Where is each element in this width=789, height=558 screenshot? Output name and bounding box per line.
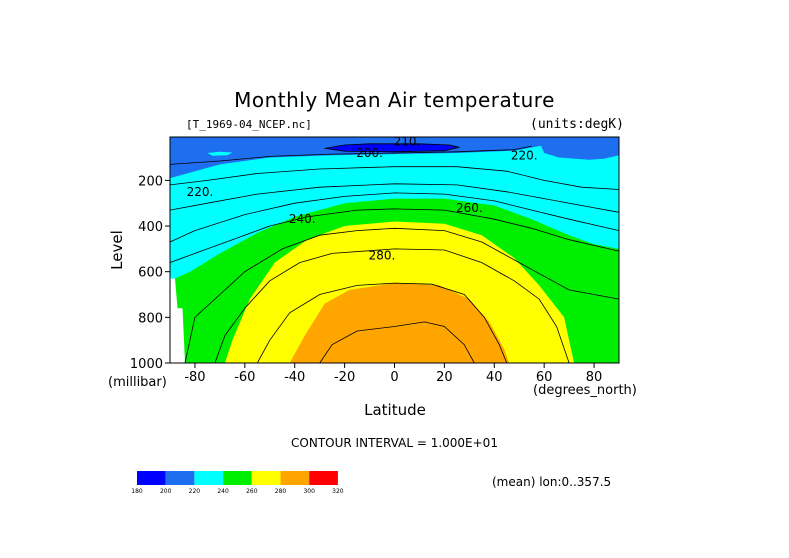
y-tick-label: 800 (138, 311, 163, 326)
plot-area (170, 137, 619, 363)
chart-title: Monthly Mean Air temperature (234, 88, 555, 112)
colorbar-label: 260 (246, 488, 258, 495)
x-tick-label: 60 (536, 370, 553, 385)
contour-line-5 (170, 208, 619, 263)
mean-longitude-note: (mean) lon:0..357.5 (492, 475, 612, 489)
filled-contour-bands (170, 137, 619, 363)
contour-line-0 (170, 145, 532, 165)
contour-label-6: 280. (369, 249, 396, 263)
x-tick-label: 20 (436, 370, 453, 385)
colorbar-label: 180 (131, 488, 143, 495)
colorbar-label: 200 (160, 488, 172, 495)
colorbar-segment (194, 471, 224, 485)
contour-line-8 (256, 282, 508, 363)
x-axis-title: Latitude (364, 401, 426, 419)
colorbar: 180 200 220 240 260 280 300 320 (131, 471, 344, 495)
y-tick-label: 600 (138, 266, 163, 281)
x-tick-label: -40 (284, 370, 305, 385)
colorbar-label: 220 (189, 488, 201, 495)
contour-band-4 (324, 143, 460, 152)
y-tick-label: 400 (138, 220, 163, 235)
contour-labels: 200. 210. 220. 220. 240. 260. 280. (187, 135, 538, 263)
colorbar-segment (137, 471, 166, 485)
contour-band-3 (207, 151, 233, 156)
colorbar-label: 320 (332, 488, 344, 495)
contour-interval-label: CONTOUR INTERVAL = 1.000E+01 (291, 436, 498, 450)
colorbar-segment (223, 471, 252, 485)
colorbar-segment (280, 471, 310, 485)
x-tick-label: -20 (334, 370, 355, 385)
contour-band-1 (539, 137, 619, 160)
contour-line-7 (214, 248, 570, 363)
file-name-label: [T_1969-04_NCEP.nc] (186, 118, 312, 131)
colorbar-label: 240 (217, 488, 229, 495)
contour-label-4: 240. (289, 212, 316, 226)
y-axis-ticks: 200 400 600 800 1000 (130, 174, 170, 372)
contour-label-5: 260. (456, 201, 483, 215)
x-tick-label: 80 (586, 370, 603, 385)
contour-line-6 (184, 227, 619, 363)
contour-line-1 (324, 143, 460, 153)
contour-line-4 (170, 192, 619, 243)
contour-lines (170, 143, 619, 363)
contour-band-7 (289, 283, 510, 363)
colorbar-label: 300 (303, 488, 315, 495)
colorbar-segment (309, 471, 338, 485)
y-units-label: (millibar) (108, 375, 167, 390)
colorbar-segment (251, 471, 281, 485)
y-tick-label: 1000 (130, 357, 163, 372)
x-tick-label: -80 (184, 370, 205, 385)
contour-line-3 (170, 183, 619, 213)
contour-band-8 (170, 278, 185, 363)
contour-label-1: 210. (394, 135, 421, 149)
contour-line-2 (170, 166, 619, 190)
colorbar-segment (165, 471, 195, 485)
contour-line-9 (319, 321, 475, 363)
x-tick-label: -60 (234, 370, 255, 385)
x-units-label: (degrees_north) (533, 383, 637, 398)
x-tick-label: 40 (486, 370, 503, 385)
contour-label-0: 200. (356, 146, 383, 160)
x-axis-ticks: -80 -60 -40 -20 0 20 40 60 80 (184, 363, 602, 385)
y-axis-title: Level (108, 230, 126, 270)
colorbar-label: 280 (275, 488, 287, 495)
contour-label-3: 220. (511, 148, 538, 162)
y-tick-label: 200 (138, 174, 163, 189)
contour-label-2: 220. (187, 185, 214, 199)
x-tick-label: 0 (390, 370, 398, 385)
units-label: (units:degK) (530, 117, 624, 132)
